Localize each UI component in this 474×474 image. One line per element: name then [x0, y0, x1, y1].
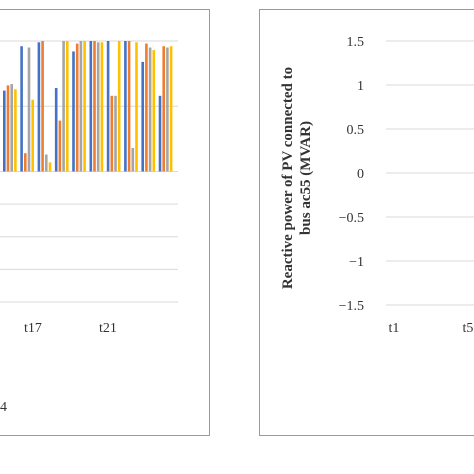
left-bar-g4-s1 — [75, 43, 79, 172]
left-bar-g6-s3 — [117, 41, 121, 172]
right-x-tick-t5: t5 — [463, 321, 474, 336]
left-bar-g4-s3 — [83, 41, 86, 172]
left-bar-g9-s2 — [166, 47, 169, 172]
left-bar-g2-s2 — [45, 154, 48, 172]
right-y-tick-1: 1 — [357, 79, 364, 94]
left-bar-g4-s0 — [72, 51, 75, 172]
left-bar-g3-s1 — [58, 120, 62, 172]
left-bar-g1-s0 — [20, 46, 23, 172]
left-bar-g3-s0 — [54, 87, 58, 172]
right-y-tick-6: −1.5 — [339, 299, 364, 314]
right-x-tick-t1: t1 — [389, 321, 400, 336]
right-y-tick-4: −0.5 — [339, 211, 364, 226]
left-bar-g6-s1 — [110, 95, 114, 172]
left-bar-g2-s0 — [37, 42, 41, 172]
right-y-tick-2: 0.5 — [347, 123, 365, 138]
left-chart-panel — [0, 9, 210, 436]
left-bar-g6-s0 — [106, 41, 110, 172]
left-bar-g9-s1 — [162, 46, 165, 172]
left-bar-g1-s3 — [31, 99, 34, 172]
right-y-axis-label-line2: bus ac55 (MVAR) — [298, 121, 314, 235]
left-bar-g7-s2 — [131, 148, 135, 172]
left-bar-g0-s0 — [3, 90, 6, 172]
right-y-tick-0: 1.5 — [347, 35, 365, 50]
left-bar-g8-s2 — [148, 47, 152, 172]
left-bar-g0-s3 — [14, 89, 17, 172]
left-bar-g3-s2 — [62, 41, 65, 172]
left-bar-g5-s0 — [89, 41, 93, 172]
left-bar-g5-s2 — [96, 42, 100, 172]
left-x-tick-t17: t17 — [24, 321, 42, 336]
right-y-tick-3: 0 — [357, 167, 364, 182]
left-legend-fragment: 4 — [0, 400, 7, 415]
left-bar-g5-s1 — [93, 41, 96, 172]
left-bar-g2-s1 — [41, 41, 44, 172]
left-bar-g3-s3 — [66, 41, 69, 172]
left-bar-g5-s3 — [100, 42, 104, 172]
left-x-tick-t21: t21 — [99, 321, 117, 336]
left-bars — [3, 41, 173, 172]
left-bar-g0-s1 — [6, 85, 10, 172]
right-y-tick-5: −1 — [349, 255, 364, 270]
left-bar-g8-s0 — [141, 61, 144, 172]
left-bar-g7-s0 — [124, 41, 127, 172]
left-bar-g1-s2 — [27, 47, 31, 172]
right-y-ticks: 1.5 1 0.5 0 −0.5 −1 −1.5 — [339, 35, 364, 314]
right-y-axis-label-line1: Reactive power of PV connected to — [280, 67, 296, 289]
left-bar-g1-s1 — [24, 153, 27, 172]
right-gridlines — [386, 40, 474, 306]
left-bar-g0-s2 — [10, 84, 13, 172]
left-bar-g9-s3 — [169, 46, 173, 172]
left-bar-g9-s0 — [158, 95, 162, 172]
left-bar-g7-s3 — [135, 42, 138, 172]
left-bar-g6-s2 — [114, 95, 117, 172]
left-bar-g8-s3 — [152, 50, 156, 172]
left-bar-g2-s3 — [48, 162, 52, 172]
right-chart-panel — [259, 9, 474, 436]
left-bar-g4-s2 — [79, 41, 83, 172]
left-bar-g7-s1 — [127, 41, 131, 172]
left-bar-g8-s1 — [145, 43, 148, 172]
